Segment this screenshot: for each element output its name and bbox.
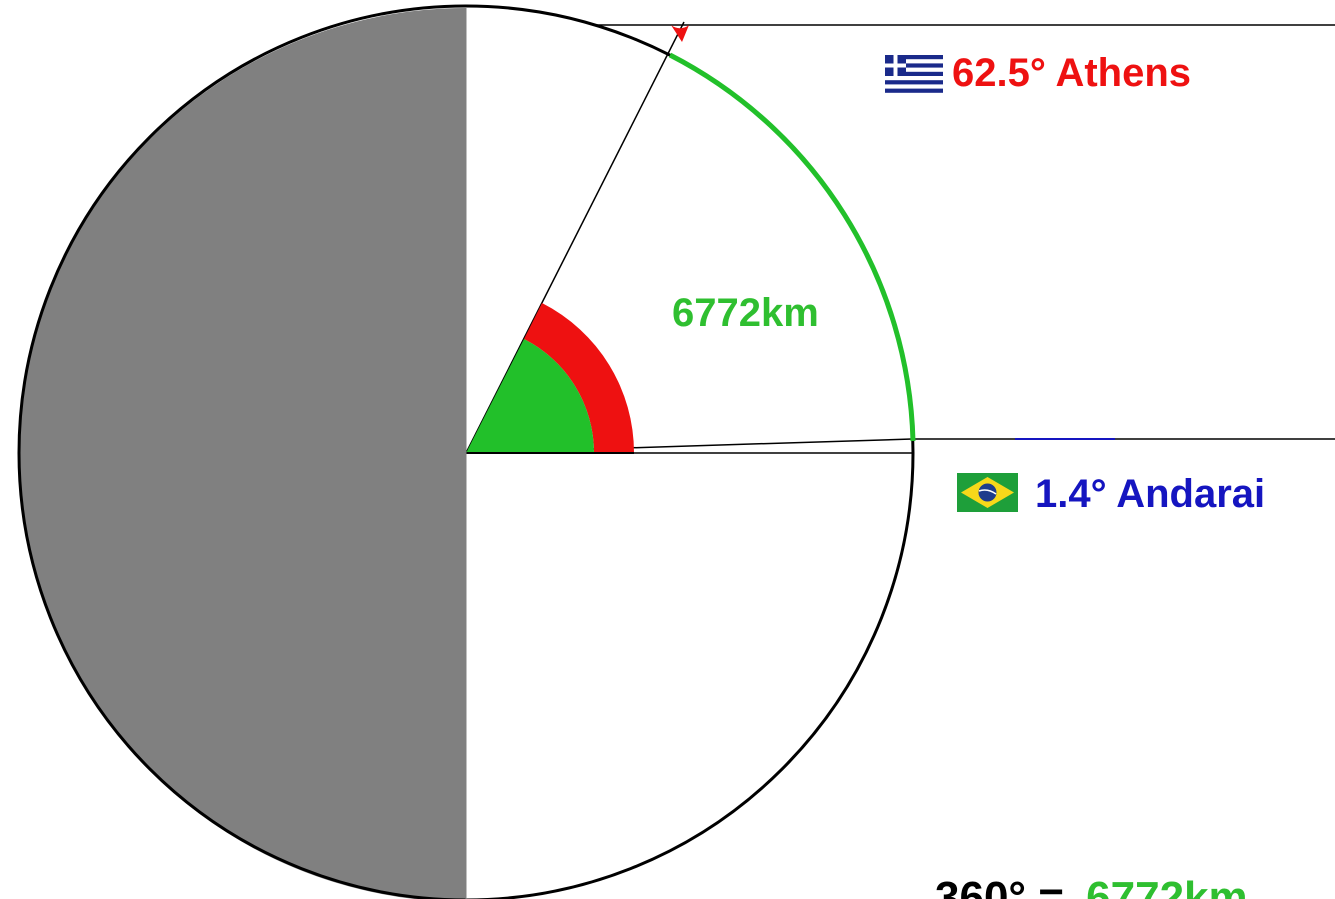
earth-outline (17, 4, 915, 899)
athens-label: 62.5° Athens (952, 51, 1191, 95)
distance-arc (668, 52, 916, 442)
earth-night-half (19, 8, 466, 899)
bottom-formula-value: 6772km (1086, 873, 1247, 899)
brazil-flag-icon (957, 473, 1018, 512)
angle-ring-red (524, 303, 635, 453)
bottom-formula-label: 360° = 6772km (935, 873, 1248, 899)
arc-distance-label: 6772km (672, 291, 819, 335)
angle-wedge-green (466, 339, 594, 453)
greece-flag-icon (885, 55, 943, 93)
athens-angle-marker (671, 25, 689, 42)
bottom-formula-prefix: 360° = (935, 873, 1064, 899)
andarai-label: 1.4° Andarai (1035, 472, 1265, 516)
athens-radius-line (465, 21, 685, 454)
